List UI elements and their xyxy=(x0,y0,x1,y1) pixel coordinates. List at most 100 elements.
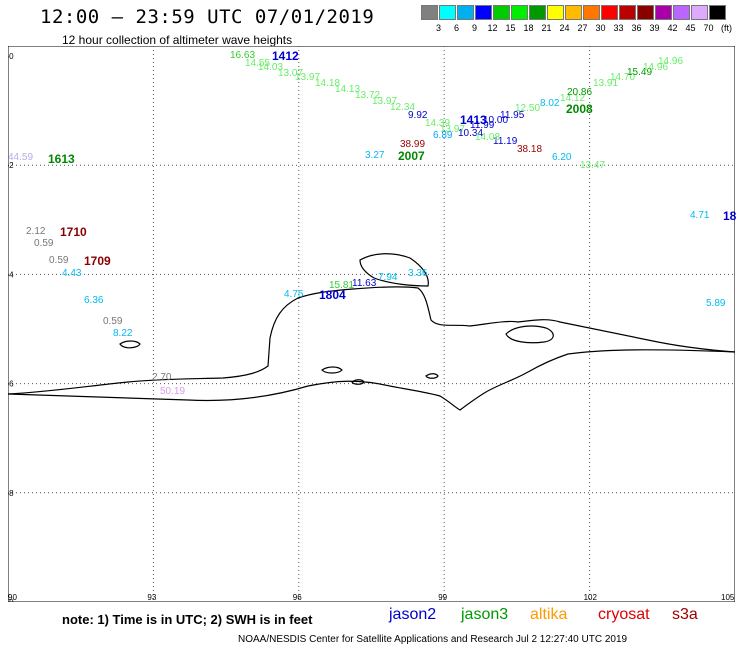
wave-height-label: 14.13 xyxy=(335,84,361,95)
axis-labels: -60 -62 -64 -66 -68 -7090 93 96 99 102 105 xyxy=(8,52,735,602)
scale-swatch xyxy=(439,5,456,20)
x-tick-label: 96 xyxy=(293,593,302,602)
wave-height-label: 20.86 xyxy=(567,87,593,98)
scale-swatch xyxy=(511,5,528,20)
wave-height-label: 6.36 xyxy=(84,295,104,306)
scale-swatch xyxy=(691,5,708,20)
grid-lines xyxy=(8,46,735,602)
wave-height-label: 14.96 xyxy=(643,62,669,73)
wave-height-label: 15.49 xyxy=(627,67,653,78)
x-tick-label: 105 xyxy=(721,593,735,602)
pass-time-label: 18 xyxy=(723,209,737,223)
wave-height-label: 5.89 xyxy=(706,298,726,309)
wave-height-label: 11.95 xyxy=(500,110,525,121)
island-mid-3 xyxy=(425,373,439,379)
scale-swatch xyxy=(655,5,672,20)
x-tick-label: 93 xyxy=(147,593,156,602)
wave-height-label: 38.99 xyxy=(400,139,426,150)
wave-height-label: 10.00 xyxy=(483,115,509,126)
peninsula-outline xyxy=(359,253,429,287)
scale-label: 18 xyxy=(523,23,534,33)
wave-height-label: 13.97 xyxy=(295,72,321,83)
scale-label: 39 xyxy=(649,23,660,33)
scale-swatch xyxy=(673,5,690,20)
wave-height-label: 44.59 xyxy=(8,152,34,163)
wave-height-label: 14.70 xyxy=(610,72,636,83)
wave-height-label: 16.63 xyxy=(230,50,256,61)
pass-time-label: 2008 xyxy=(566,102,593,116)
wave-height-label: 38.18 xyxy=(517,144,543,155)
wave-height-label: 9.92 xyxy=(408,110,428,121)
scale-label: 15 xyxy=(505,23,516,33)
wave-height-label: 8.22 xyxy=(113,328,133,339)
wave-height-label: 15.81 xyxy=(329,280,355,291)
wave-height-label: 13.97 xyxy=(440,124,466,135)
legend-item-jason3: jason3 xyxy=(461,606,509,623)
wave-height-label: 8.02 xyxy=(540,98,560,109)
x-tick-label: 90 xyxy=(8,593,17,602)
wave-height-label: 10.34 xyxy=(458,128,484,139)
pass-time-label: 1710 xyxy=(60,225,87,239)
legend-item-altika: altika xyxy=(530,606,568,623)
wave-height-label: 2.12 xyxy=(26,226,46,237)
scale-label: 70 xyxy=(703,23,714,33)
legend-item-s3a: s3a xyxy=(672,606,698,623)
scale-swatch xyxy=(475,5,492,20)
wave-height-label: 0.59 xyxy=(34,238,54,249)
map-title: 12:00 – 23:59 UTC 07/01/2019 xyxy=(40,6,375,28)
scale-swatch xyxy=(547,5,564,20)
scale-swatch xyxy=(601,5,618,20)
map-subtitle: 12 hour collection of altimeter wave hei… xyxy=(62,33,293,47)
scale-label: 30 xyxy=(595,23,606,33)
wave-height-label: 13.97 xyxy=(372,96,398,107)
wave-height-label: 12.50 xyxy=(515,103,541,114)
scale-label: 21 xyxy=(541,23,552,33)
scale-label: 9 xyxy=(471,23,477,33)
wave-height-label: 13.91 xyxy=(593,78,619,89)
pass-time-label: 2007 xyxy=(398,149,425,163)
scale-swatch xyxy=(565,5,582,20)
wave-height-label: 12.34 xyxy=(390,102,416,113)
island-mid-1 xyxy=(321,366,343,374)
scale-swatch xyxy=(709,5,726,20)
x-tick-label: 99 xyxy=(438,593,447,602)
scale-swatch xyxy=(529,5,546,20)
wave-height-label: 14.55 xyxy=(245,58,271,69)
map-area: -60 -62 -64 -66 -68 -7090 93 96 99 102 105 xyxy=(8,46,735,602)
wave-height-label: 14.96 xyxy=(658,56,684,67)
y-tick-label: -68 xyxy=(8,489,14,498)
scale-label: 27 xyxy=(577,23,588,33)
scale-label: 45 xyxy=(685,23,696,33)
y-tick-label: -64 xyxy=(8,270,14,279)
y-tick-label: -70 xyxy=(8,598,14,602)
wave-height-label: 7.94 xyxy=(378,272,398,283)
island-mid-2 xyxy=(351,379,365,385)
scale-swatch xyxy=(457,5,474,20)
wave-height-label: 14.12 xyxy=(560,93,586,104)
scale-label: 6 xyxy=(453,23,459,33)
wave-height-label: 4.75 xyxy=(284,289,304,300)
scale-swatch xyxy=(421,5,438,20)
wave-height-label: 4.43 xyxy=(62,268,82,279)
scale-swatch xyxy=(493,5,510,20)
island-east xyxy=(505,325,554,344)
wave-height-label: 50.19 xyxy=(160,386,186,397)
y-tick-label: -66 xyxy=(8,380,14,389)
scale-label: 36 xyxy=(631,23,642,33)
wave-height-label: 3.36 xyxy=(408,268,428,279)
scale-label: 33 xyxy=(613,23,624,33)
wave-height-label: 6.20 xyxy=(552,152,572,163)
coastline-main xyxy=(8,286,735,395)
coastline-lower xyxy=(8,349,735,411)
scale-label: 12 xyxy=(487,23,498,33)
pass-time-label: 1413 xyxy=(460,113,487,127)
wave-height-label: 2.70 xyxy=(152,372,172,383)
pass-time-label: 1412 xyxy=(272,49,299,63)
x-tick-label: 102 xyxy=(584,593,598,602)
scale-label: 24 xyxy=(559,23,570,33)
pass-time-label: 1613 xyxy=(48,152,75,166)
pass-time-label: 1804 xyxy=(319,288,346,302)
wave-height-label: 11.19 xyxy=(493,136,518,147)
wave-height-label: 14.08 xyxy=(475,132,501,143)
y-tick-label: -60 xyxy=(8,52,14,61)
